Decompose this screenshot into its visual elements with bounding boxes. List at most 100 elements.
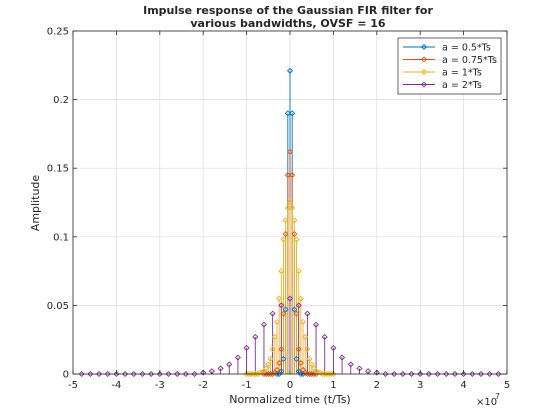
stem-marker [382,370,389,378]
stem-marker [291,217,298,224]
stem-marker [104,370,111,378]
x-tick-label: -3 [155,380,165,391]
stem-marker [278,346,285,353]
y-tick-label: 0.15 [47,164,69,175]
x-tick-label: 0 [287,380,293,391]
legend-label: a = 1*Ts [442,68,482,79]
stem-marker [284,172,291,179]
x-tick-label: -2 [198,380,208,391]
x-tick-label: -1 [242,380,252,391]
axis-ticks: -5 -4 -3 -2 -1 0 1 2 3 4 5 0 0.05 0.1 0.15 0.2 0.25 [47,27,510,392]
stem-marker [399,370,406,378]
stem-marker [243,370,250,378]
stem-marker [321,370,328,378]
stem-marker [297,370,304,378]
stem-marker [295,346,302,353]
legend-label: a = 0.75*Ts [442,55,497,66]
markers [78,67,502,378]
stem-marker [289,110,296,117]
legend-label: a = 2*Ts [442,80,482,91]
stem-marker [243,344,250,351]
stem-marker [174,370,181,378]
stem-marker [256,369,263,376]
legend-marker [420,68,428,76]
stem-marker [282,306,289,313]
stem-marker [122,370,129,378]
stem-marker [330,344,337,351]
stem-marker [286,148,294,155]
stem-marker [304,310,311,317]
stem-marker [282,231,289,238]
stem-marker [280,310,287,317]
x-tick-label: 2 [374,380,380,391]
stem-marker [273,366,281,373]
stem-marker [130,370,137,378]
stem-marker [330,370,337,378]
stem-marker [267,355,274,362]
stem-marker [347,361,354,368]
stem-marker [302,333,309,340]
stem-marker [328,370,335,378]
stem-marker [306,370,313,378]
stem-marker [191,370,198,378]
stem-marker [443,370,450,378]
stem-marker [326,370,333,378]
stem-marker [276,359,283,367]
stem-marker [417,370,424,378]
legend-label: a = 0.5*Ts [442,43,491,54]
stem-marker [469,370,476,378]
stem-marker [280,355,287,362]
stem-marker [234,354,241,361]
legend-marker [420,43,428,51]
stem-marker [297,295,304,302]
stem-marker [254,370,261,378]
stem-marker [269,310,276,317]
x-tick-label: -5 [68,380,78,391]
stem-marker [299,318,307,325]
stem-marker [258,369,265,376]
stem-marker [284,110,291,117]
stem-marker [273,370,281,378]
y-tick-label: 0.25 [47,27,69,38]
stem-marker [148,370,155,378]
stem-marker [299,370,307,378]
legend-marker [420,56,428,63]
x-tick-label: 5 [504,380,510,391]
legend: a = 0.5*Tsa = 0.75*Ts a = 1*Tsa = 2*Ts [397,37,502,95]
stem-marker [278,268,285,275]
stem-marker [308,370,315,378]
stem-marker [451,370,458,378]
stem-marker [425,370,432,378]
series-3-markers [78,295,502,378]
stem-marker [284,204,291,212]
stem-marker [460,370,467,378]
x-exponent-power: 7 [495,392,500,401]
stem-marker [315,369,322,376]
stem-marker [278,302,285,309]
series-2-markers [243,199,337,378]
stem-marker [286,67,294,74]
x-exponent-base: ×10 [476,397,497,408]
y-tick-label: 0.05 [47,301,69,312]
stem-marker [252,333,259,340]
stem-marker [282,217,289,224]
stem-marker [434,370,441,378]
stem-marker [373,369,380,376]
x-tick-label: 4 [460,380,466,391]
stem-marker [286,295,294,302]
y-tick-label: 0.1 [53,232,69,243]
stem-marker [280,236,287,243]
stem-marker [226,361,233,368]
stem-marker [139,370,146,378]
y-axis-label: Amplitude [29,175,42,232]
stem-marker [265,361,272,368]
stem-marker [252,370,259,378]
stem-marker [293,236,300,243]
stem-marker [356,365,363,372]
stem-marker [113,370,120,378]
stem-marker [200,369,207,376]
stem-marker [269,346,276,353]
stem-marker [293,355,300,362]
stem-marker [87,370,94,378]
